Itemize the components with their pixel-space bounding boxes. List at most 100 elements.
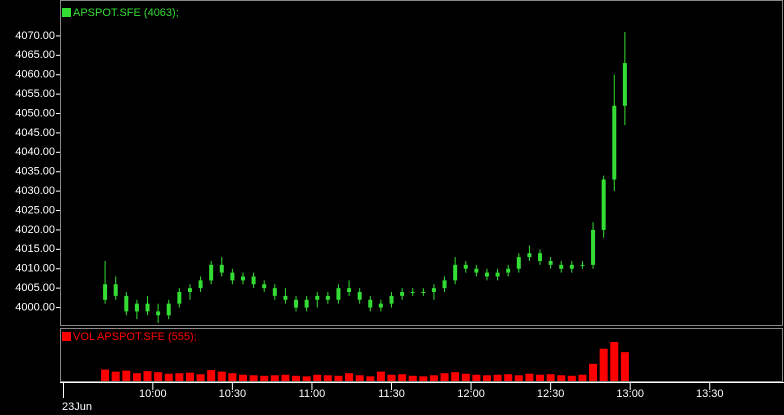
x-tick-label: 11:30 <box>378 388 405 400</box>
volume-bar <box>440 373 449 381</box>
candle-body <box>368 299 373 308</box>
candle-body <box>484 272 489 277</box>
candle-body <box>251 276 256 285</box>
volume-bar <box>334 375 343 381</box>
candle-body <box>124 295 129 312</box>
candle-body <box>113 284 118 296</box>
volume-bar <box>504 374 513 381</box>
volume-bar <box>366 376 375 381</box>
volume-bar <box>292 375 301 381</box>
y-tick-label: 4055.00 <box>15 88 55 100</box>
candle-body <box>601 179 606 230</box>
candle-body <box>336 288 341 300</box>
candle-body <box>431 288 436 293</box>
candle-body <box>569 264 574 269</box>
y-tick-label: 4040.00 <box>15 146 55 158</box>
chart-title: APSPOT.SFE (4063); <box>73 7 179 19</box>
volume-bar <box>207 370 216 381</box>
volume-bar <box>238 374 247 381</box>
y-tick-label: 4065.00 <box>15 49 55 61</box>
volume-bar <box>270 375 279 381</box>
y-tick-label: 4035.00 <box>15 166 55 178</box>
candle-body <box>357 292 362 300</box>
volume-bar <box>132 373 141 381</box>
y-tick-label: 4060.00 <box>15 69 55 81</box>
x-tick-label: 13:30 <box>696 388 724 400</box>
x-tick-label: 10:30 <box>219 388 247 400</box>
candle-body <box>103 284 108 300</box>
y-tick-label: 4015.00 <box>15 243 55 255</box>
candle-body <box>421 292 426 294</box>
candle-body <box>219 264 224 273</box>
y-tick-label: 4005.00 <box>15 282 55 294</box>
volume-bar <box>557 375 566 381</box>
volume-bar <box>408 375 417 381</box>
volume-bar <box>175 373 184 381</box>
volume-bar <box>313 374 322 381</box>
y-tick-label: 4030.00 <box>15 185 55 197</box>
candle-body <box>463 264 468 269</box>
candle-body <box>283 295 288 300</box>
x-tick-label: 10:00 <box>139 388 167 400</box>
candle-body <box>378 303 383 308</box>
volume-bar <box>249 375 258 381</box>
volume-bar <box>429 375 438 381</box>
volume-bar <box>472 374 481 381</box>
candle-body <box>410 292 415 294</box>
volume-bar <box>451 372 460 381</box>
candle-body <box>612 105 617 180</box>
candle-body <box>506 268 511 273</box>
candle-body <box>453 264 458 281</box>
volume-bar <box>398 374 407 381</box>
price-pane <box>60 0 783 326</box>
volume-bar <box>302 376 311 381</box>
candle-body <box>187 288 192 293</box>
x-tick-label: 13:00 <box>616 388 644 400</box>
candle-body <box>198 280 203 289</box>
volume-bar <box>610 342 619 381</box>
candle-body <box>294 299 299 308</box>
candle-body <box>495 272 500 277</box>
volume-bar <box>164 373 173 381</box>
volume-bar <box>376 371 385 381</box>
volume-bar <box>419 376 428 381</box>
candle-body <box>559 264 564 269</box>
candle-body <box>177 292 182 304</box>
volume-bar <box>111 371 120 381</box>
candle-body <box>315 295 320 300</box>
candle-body <box>347 288 352 293</box>
candle-body <box>400 292 405 296</box>
volume-bar <box>536 374 545 381</box>
volume-bar <box>185 372 194 381</box>
volume-bar <box>143 371 152 381</box>
candle-body <box>272 288 277 296</box>
candle-body <box>240 276 245 281</box>
volume-title: VOL APSPOT.SFE (555); <box>73 331 197 343</box>
volume-bar <box>461 373 470 381</box>
candle-body <box>325 295 330 300</box>
candle-body <box>474 268 479 273</box>
volume-bar <box>387 374 396 381</box>
volume-bar <box>578 374 587 381</box>
candle-body <box>442 280 447 289</box>
volume-bar <box>546 374 555 381</box>
candle-body <box>145 303 150 312</box>
volume-bar <box>122 370 131 381</box>
candle-body <box>622 63 627 106</box>
candle-body <box>209 264 214 281</box>
y-tick-label: 4010.00 <box>15 263 55 275</box>
volume-bar <box>514 375 523 381</box>
y-tick-label: 4025.00 <box>15 204 55 216</box>
date-label: 23Jun <box>62 401 92 413</box>
volume-bar <box>567 375 576 381</box>
candle-body <box>538 253 543 261</box>
candle-body <box>548 260 553 265</box>
volume-bar <box>101 369 110 381</box>
legend-swatch <box>62 8 71 17</box>
x-tick-label: 12:30 <box>537 388 565 400</box>
volume-bar <box>482 375 491 381</box>
candle-body <box>389 295 394 304</box>
volume-bar <box>154 372 163 381</box>
